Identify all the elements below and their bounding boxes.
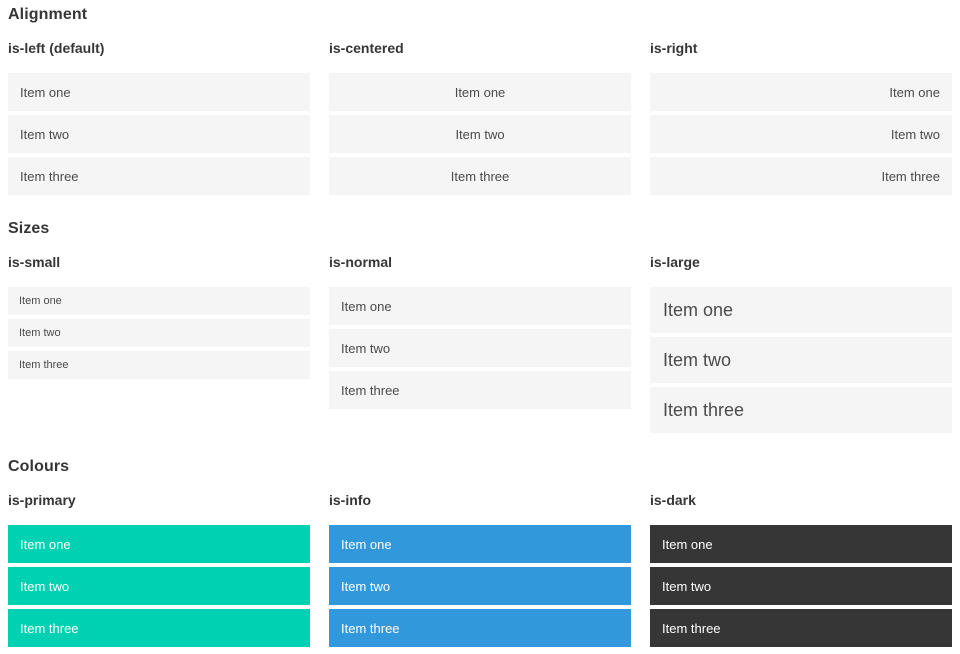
list-item[interactable]: Item two (8, 567, 310, 605)
list-item[interactable]: Item two (8, 115, 310, 153)
group-label: is-normal (329, 254, 393, 270)
list-item[interactable]: Item two (650, 115, 952, 153)
demo-group-centered: is-centered Item one Item two Item three (329, 40, 631, 195)
list-item[interactable]: Item three (329, 371, 631, 409)
list-item[interactable]: Item one (329, 525, 631, 563)
demo-section: Alignment is-left (default) Item one Ite… (8, 5, 952, 195)
list-item[interactable]: Item two (329, 329, 631, 367)
list-item[interactable]: Item one (329, 73, 631, 111)
item-list: Item one Item two Item three (8, 287, 310, 379)
group-label: is-dark (650, 492, 696, 508)
list-item[interactable]: Item one (650, 73, 952, 111)
list-item[interactable]: Item one (8, 73, 310, 111)
group-label: is-primary (8, 492, 76, 508)
section-groups: is-primary Item one Item two Item three … (8, 492, 952, 647)
component-demo-page: Alignment is-left (default) Item one Ite… (8, 5, 952, 647)
list-item[interactable]: Item three (8, 609, 310, 647)
list-item[interactable]: Item one (8, 287, 310, 315)
list-item[interactable]: Item three (650, 157, 952, 195)
group-label: is-small (8, 254, 61, 270)
list-item[interactable]: Item one (8, 525, 310, 563)
section-title: Sizes (8, 220, 50, 237)
item-list: Item one Item two Item three (650, 287, 952, 433)
list-item[interactable]: Item one (329, 287, 631, 325)
item-list: Item one Item two Item three (329, 287, 631, 409)
demo-group-dark: is-dark Item one Item two Item three (650, 492, 952, 647)
demo-group-normal: is-normal Item one Item two Item three (329, 254, 631, 433)
list-item[interactable]: Item three (8, 157, 310, 195)
list-item[interactable]: Item two (329, 115, 631, 153)
item-list: Item one Item two Item three (8, 73, 310, 195)
section-title: Alignment (8, 6, 88, 23)
list-item[interactable]: Item three (650, 609, 952, 647)
section-groups: is-left (default) Item one Item two Item… (8, 40, 952, 195)
demo-group-primary: is-primary Item one Item two Item three (8, 492, 310, 647)
group-label: is-centered (329, 40, 404, 56)
section-title: Colours (8, 458, 70, 475)
group-label: is-info (329, 492, 371, 508)
list-item[interactable]: Item two (8, 319, 310, 347)
demo-group-small: is-small Item one Item two Item three (8, 254, 310, 433)
list-item[interactable]: Item three (8, 351, 310, 379)
demo-section: Sizes is-small Item one Item two Item th… (8, 219, 952, 433)
demo-group-large: is-large Item one Item two Item three (650, 254, 952, 433)
group-label: is-large (650, 254, 700, 270)
item-list: Item one Item two Item three (650, 525, 952, 647)
demo-section: Colours is-primary Item one Item two Ite… (8, 457, 952, 647)
item-list: Item one Item two Item three (650, 73, 952, 195)
section-groups: is-small Item one Item two Item three is… (8, 254, 952, 433)
item-list: Item one Item two Item three (329, 73, 631, 195)
demo-group-info: is-info Item one Item two Item three (329, 492, 631, 647)
demo-group-left: is-left (default) Item one Item two Item… (8, 40, 310, 195)
list-item[interactable]: Item one (650, 287, 952, 333)
list-item[interactable]: Item three (329, 609, 631, 647)
item-list: Item one Item two Item three (329, 525, 631, 647)
list-item[interactable]: Item two (650, 567, 952, 605)
list-item[interactable]: Item three (650, 387, 952, 433)
group-label: is-right (650, 40, 698, 56)
list-item[interactable]: Item two (650, 337, 952, 383)
demo-group-right: is-right Item one Item two Item three (650, 40, 952, 195)
list-item[interactable]: Item two (329, 567, 631, 605)
group-label: is-left (default) (8, 40, 105, 56)
item-list: Item one Item two Item three (8, 525, 310, 647)
list-item[interactable]: Item three (329, 157, 631, 195)
list-item[interactable]: Item one (650, 525, 952, 563)
